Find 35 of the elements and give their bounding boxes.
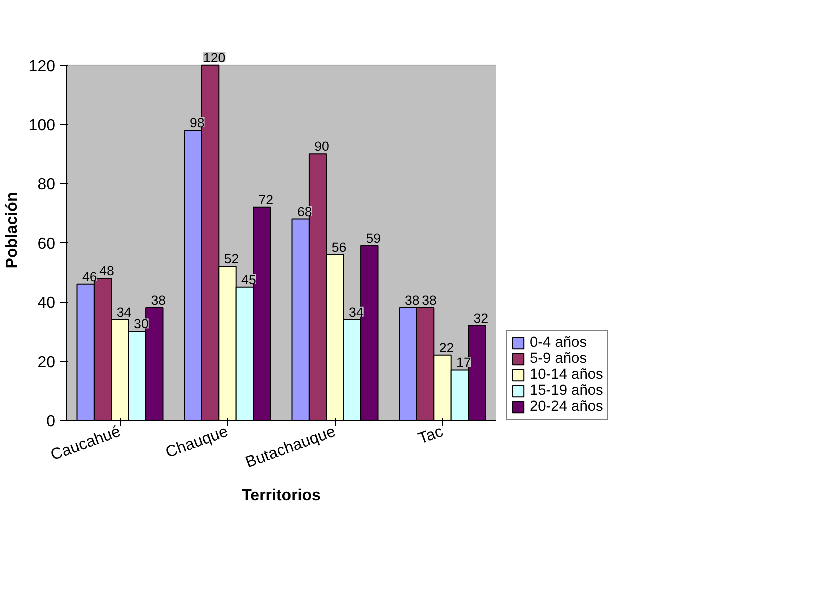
- y-tick-label: 0: [46, 414, 56, 430]
- legend-label: 15-19 años: [530, 383, 604, 399]
- data-label: 30: [134, 316, 149, 332]
- data-label: 56: [332, 240, 347, 255]
- data-label: 45: [242, 272, 256, 288]
- data-label: 38: [422, 293, 437, 308]
- data-label: 98: [190, 115, 205, 130]
- x-tick-label: Tac: [416, 424, 446, 448]
- data-label: 52: [224, 252, 240, 267]
- data-label: 17: [456, 355, 472, 370]
- data-label: 120: [203, 50, 226, 66]
- y-tick-label: 60: [38, 236, 56, 253]
- data-label: 68: [297, 204, 312, 220]
- data-label: 72: [258, 192, 274, 208]
- data-label: 90: [314, 139, 330, 154]
- data-label: 59: [366, 230, 382, 246]
- data-label: 38: [151, 293, 166, 308]
- data-label: 48: [100, 263, 114, 278]
- y-axis-title: Población: [4, 192, 21, 269]
- y-tick-label: 100: [28, 118, 56, 135]
- data-label: 22: [439, 340, 454, 356]
- y-tick-label: 120: [28, 58, 56, 76]
- data-label: 34: [116, 304, 132, 320]
- legend-label: 0-4 años: [530, 335, 588, 351]
- legend-label: 20-24 años: [530, 399, 604, 415]
- data-label: 34: [349, 304, 364, 320]
- y-tick-label: 40: [38, 295, 56, 312]
- legend-label: 5-9 años: [530, 351, 588, 367]
- data-label: 38: [404, 293, 420, 308]
- x-axis-title: Territorios: [242, 488, 322, 505]
- data-label: 32: [474, 310, 489, 326]
- y-tick-label: 80: [38, 176, 56, 194]
- legend-label: 10-14 años: [530, 367, 604, 383]
- data-label: 46: [82, 269, 98, 284]
- y-tick-label: 20: [38, 354, 56, 372]
